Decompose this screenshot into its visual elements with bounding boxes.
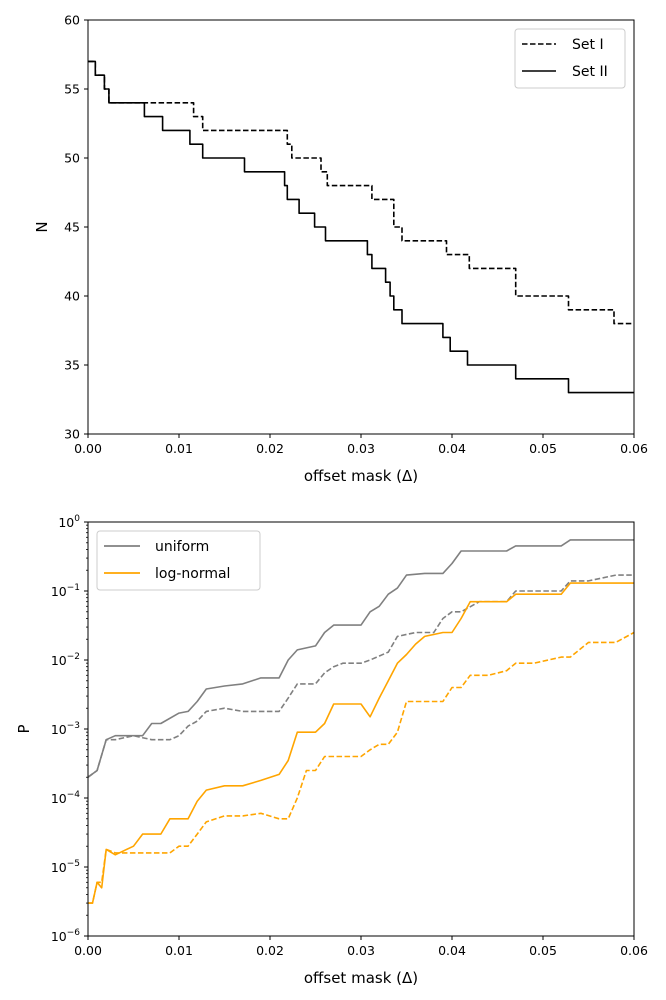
x-tick-label: 0.00 bbox=[74, 943, 102, 958]
top-series-layer bbox=[88, 60, 634, 394]
y-tick-label: 35 bbox=[64, 358, 80, 373]
top-series-line-1 bbox=[88, 60, 634, 394]
y-tick-label: 40 bbox=[64, 289, 80, 304]
x-tick-label: 0.06 bbox=[620, 441, 648, 456]
y-tick-label: 55 bbox=[64, 82, 80, 97]
bottom-legend: uniform log-normal bbox=[96, 530, 261, 591]
bottom-y-axis-label: P bbox=[15, 724, 33, 733]
x-tick-label: 0.03 bbox=[347, 441, 375, 456]
top-chart: 0.00 0.01 0.02 0.03 0.04 0.05 0.06 30 35 40 45 50 5… bbox=[33, 13, 648, 486]
y-tick-label: 10−4 bbox=[51, 790, 80, 806]
bottom-series-layer bbox=[87, 539, 635, 904]
x-tick-label: 0.05 bbox=[529, 441, 557, 456]
y-tick-label: 10−6 bbox=[51, 928, 80, 944]
x-tick-label: 0.04 bbox=[438, 943, 466, 958]
bottom-chart: 0.00 0.01 0.02 0.03 0.04 0.05 0.06 10−610−510−… bbox=[15, 514, 648, 987]
bottom-y-ticks: 10−6 10−5 10−4 10−3 10−2 10−1 100 bbox=[51, 514, 88, 944]
y-tick-label: 60 bbox=[64, 13, 80, 28]
y-tick-label: 50 bbox=[64, 151, 80, 166]
y-tick-label: 100 bbox=[58, 514, 80, 530]
bottom-x-ticks: 0.00 0.01 0.02 0.03 0.04 0.05 0.06 bbox=[74, 936, 648, 958]
x-tick-label: 0.02 bbox=[256, 441, 284, 456]
x-tick-label: 0.02 bbox=[256, 943, 284, 958]
bottom-series-line-1 bbox=[87, 574, 634, 778]
bottom-series-line-0 bbox=[87, 539, 634, 778]
top-x-ticks: 0.00 0.01 0.02 0.03 0.04 0.05 0.06 bbox=[74, 434, 648, 456]
legend-label-set-2: Set II bbox=[572, 64, 608, 80]
y-tick-label: 10−3 bbox=[51, 721, 80, 737]
y-tick-label: 30 bbox=[64, 427, 80, 442]
legend-label-log-normal: log-normal bbox=[155, 566, 230, 582]
x-tick-label: 0.06 bbox=[620, 943, 648, 958]
top-y-axis-label: N bbox=[33, 221, 51, 232]
x-tick-label: 0.05 bbox=[529, 943, 557, 958]
top-x-axis-label: offset mask (Δ) bbox=[304, 467, 418, 485]
x-tick-label: 0.03 bbox=[347, 943, 375, 958]
x-tick-label: 0.00 bbox=[74, 441, 102, 456]
x-tick-label: 0.04 bbox=[438, 441, 466, 456]
legend-label-uniform: uniform bbox=[155, 539, 209, 555]
bottom-series-line-3 bbox=[88, 631, 635, 904]
bottom-x-axis-label: offset mask (Δ) bbox=[304, 969, 418, 987]
y-tick-label: 10−1 bbox=[51, 583, 80, 599]
y-tick-label: 10−2 bbox=[51, 652, 80, 668]
y-tick-label: 45 bbox=[64, 220, 80, 235]
x-tick-label: 0.01 bbox=[165, 943, 193, 958]
top-series-line-0 bbox=[88, 60, 634, 325]
top-y-ticks: 30 35 40 45 50 55 60 bbox=[64, 13, 88, 442]
y-tick-label: 10−5 bbox=[51, 859, 80, 875]
x-tick-label: 0.01 bbox=[165, 441, 193, 456]
top-legend: Set I Set II bbox=[514, 28, 626, 89]
bottom-series-line-2 bbox=[88, 582, 634, 904]
legend-label-set-1: Set I bbox=[572, 37, 604, 53]
top-legend-box bbox=[514, 28, 626, 89]
